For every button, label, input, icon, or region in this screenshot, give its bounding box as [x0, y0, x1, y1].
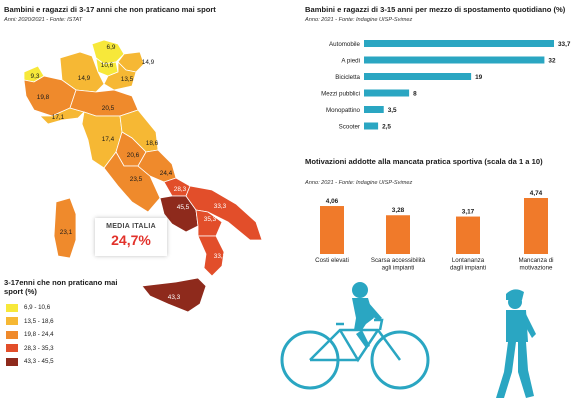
hbar-bar [364, 40, 554, 47]
hbar-value-label: 33,7 [558, 41, 571, 48]
hbar-value-label: 19 [475, 74, 483, 81]
legend-label: 13,5 - 18,6 [24, 317, 54, 325]
legend-label: 43,3 - 45,5 [24, 358, 54, 366]
hbar-bar [364, 106, 384, 113]
cyclist-figure-icon [352, 282, 382, 348]
vbar-bar [320, 206, 344, 254]
label-puglia: 33,3 [214, 203, 227, 210]
region-lazio [103, 151, 161, 213]
region-sicilia [141, 277, 207, 313]
hbar-bar [364, 73, 472, 80]
label-liguria: 17,1 [52, 114, 65, 121]
legend-label: 6,9 - 10,6 [24, 304, 51, 312]
hbar-category-label: A piedi [341, 58, 360, 65]
hbar-category-label: Automobile [329, 41, 361, 48]
legend-item: 43,3 - 45,5 [6, 355, 54, 369]
region-liguria [39, 107, 85, 125]
media-italia-label: MEDIA ITALIA [106, 223, 156, 230]
region-calabria [197, 235, 225, 277]
vbar-value-label: 3,28 [392, 207, 405, 214]
legend-item: 28,3 - 35,3 [6, 342, 54, 356]
motivation-bar-chart: 4,06 Costi elevati 3,28 Scarsa accessibilit… [315, 190, 553, 272]
label-sicilia: 43,3 [168, 294, 181, 301]
map-legend: 6,9 - 10,6 13,5 - 18,6 19,8 - 24,4 28,3 … [6, 301, 54, 369]
label-bolzano: 10,6 [101, 62, 114, 69]
hbar-value-label: 3,5 [388, 107, 397, 114]
vbar-value-label: 3,17 [462, 209, 475, 216]
hbar-value-label: 2,5 [382, 124, 391, 131]
legend-title: 3-17enni che non praticano mai sport (%) [4, 278, 118, 296]
label-veneto: 13,5 [121, 76, 134, 83]
label-trentino: 6,9 [107, 44, 116, 51]
label-lazio: 23,5 [130, 176, 143, 183]
vbar-category-label: Lontananza dagli impianti [450, 257, 486, 272]
hbar-value-label: 8 [413, 91, 417, 98]
italy-choropleth-map: 6,9 14,9 13,5 14,9 9,3 19,8 20,5 17,1 17… [23, 39, 263, 313]
vbar-category-label: Costi elevati [315, 257, 349, 264]
label-friuli: 14,9 [142, 59, 155, 66]
legend-item: 19,8 - 24,4 [6, 328, 54, 342]
media-italia-box: MEDIA ITALIA 24,7% [95, 218, 167, 256]
label-molise: 28,3 [174, 186, 187, 193]
vbar-bar [386, 215, 410, 254]
region-puglia [185, 185, 263, 241]
hbar-bar [364, 122, 379, 130]
vbar-bar [524, 198, 548, 254]
legend-item: 6,9 - 10,6 [6, 301, 54, 315]
legend-swatch [6, 344, 18, 353]
hbar-category-label: Monopattino [326, 107, 361, 114]
walking-child-icon [496, 289, 536, 398]
label-piemonte: 19,8 [37, 94, 50, 101]
region-sardegna [53, 197, 77, 259]
label-valle-daosta: 9,3 [31, 73, 40, 80]
label-campania: 45,5 [177, 204, 190, 211]
vbar-category-label: Mancanza di motivazione [518, 257, 553, 272]
transport-bar-chart: Automobile 33,7 A piedi 32 Bicicletta 19 Mezzi… [321, 40, 571, 131]
hbar-bar [364, 89, 410, 97]
legend-swatch [6, 303, 18, 312]
hbar-category-label: Bicicletta [335, 74, 360, 81]
legend-swatch [6, 357, 18, 366]
hbar-category-label: Mezzi pubblici [321, 91, 360, 98]
vbar-value-label: 4,74 [530, 190, 543, 197]
label-umbria: 20,6 [127, 152, 140, 159]
vbar-bar [456, 216, 480, 254]
legend-label: 19,8 - 24,4 [24, 331, 54, 339]
hbar-chart-title: Bambini e ragazzi di 3-15 anni per mezzo… [305, 5, 566, 14]
legend-swatch [6, 330, 18, 339]
legend-item: 13,5 - 18,6 [6, 315, 54, 329]
map-title: Bambini e ragazzi di 3-17 anni che non p… [4, 5, 216, 14]
region-veneto [103, 61, 137, 91]
hbar-bar [364, 56, 545, 64]
media-italia-value: 24,7% [111, 232, 151, 248]
label-toscana: 17,4 [102, 136, 115, 143]
hbar-chart-source: Anno: 2021 - Fonte: Indagine UISP-Svimez [305, 17, 413, 23]
vbar-value-label: 4,06 [326, 198, 339, 205]
vbar-chart-title: Motivazioni addotte alla mancata pratica… [305, 157, 543, 166]
label-lombardia: 14,9 [78, 75, 91, 82]
label-calabria: 33,3 [214, 253, 227, 260]
map-source: Anni: 2020/2021 - Fonte: ISTAT [4, 17, 83, 23]
label-emilia-romagna: 20,5 [102, 105, 115, 112]
cyclist-icon [280, 318, 430, 390]
children-silhouettes [280, 282, 536, 398]
legend-swatch [6, 317, 18, 326]
label-abruzzo: 24,4 [160, 170, 173, 177]
label-basilicata: 35,3 [204, 216, 217, 223]
vbar-category-label: Scarsa accessibilità agli impianti [371, 257, 426, 272]
label-sardegna: 23,1 [60, 229, 73, 236]
vbar-chart-source: Anno: 2021 - Fonte: Indagine UISP-Svimez [305, 180, 413, 186]
legend-label: 28,3 - 35,3 [24, 344, 54, 352]
hbar-category-label: Scooter [339, 124, 360, 131]
label-marche: 18,6 [146, 140, 159, 147]
hbar-value-label: 32 [548, 58, 556, 65]
